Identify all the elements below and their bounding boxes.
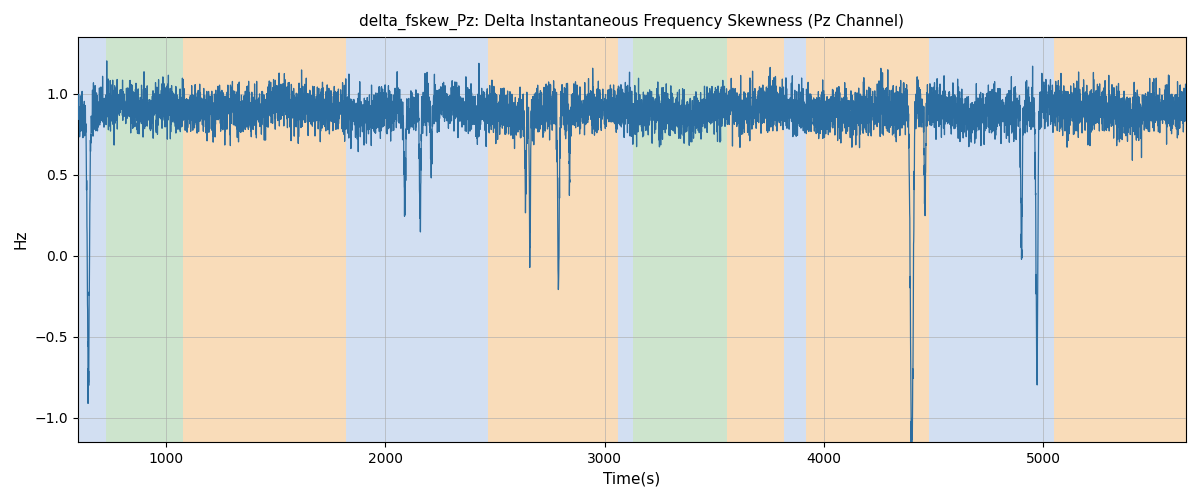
- Y-axis label: Hz: Hz: [14, 230, 29, 249]
- Bar: [184, 37, 346, 442]
- Title: delta_fskew_Pz: Delta Instantaneous Frequency Skewness (Pz Channel): delta_fskew_Pz: Delta Instantaneous Freq…: [360, 14, 905, 30]
- Bar: [346, 37, 488, 442]
- Bar: [107, 37, 184, 442]
- Bar: [929, 37, 1055, 442]
- Bar: [618, 37, 634, 442]
- Bar: [785, 37, 806, 442]
- Bar: [1055, 37, 1186, 442]
- Bar: [806, 37, 929, 442]
- X-axis label: Time(s): Time(s): [604, 471, 660, 486]
- Bar: [488, 37, 618, 442]
- Bar: [727, 37, 785, 442]
- Bar: [78, 37, 107, 442]
- Bar: [634, 37, 727, 442]
